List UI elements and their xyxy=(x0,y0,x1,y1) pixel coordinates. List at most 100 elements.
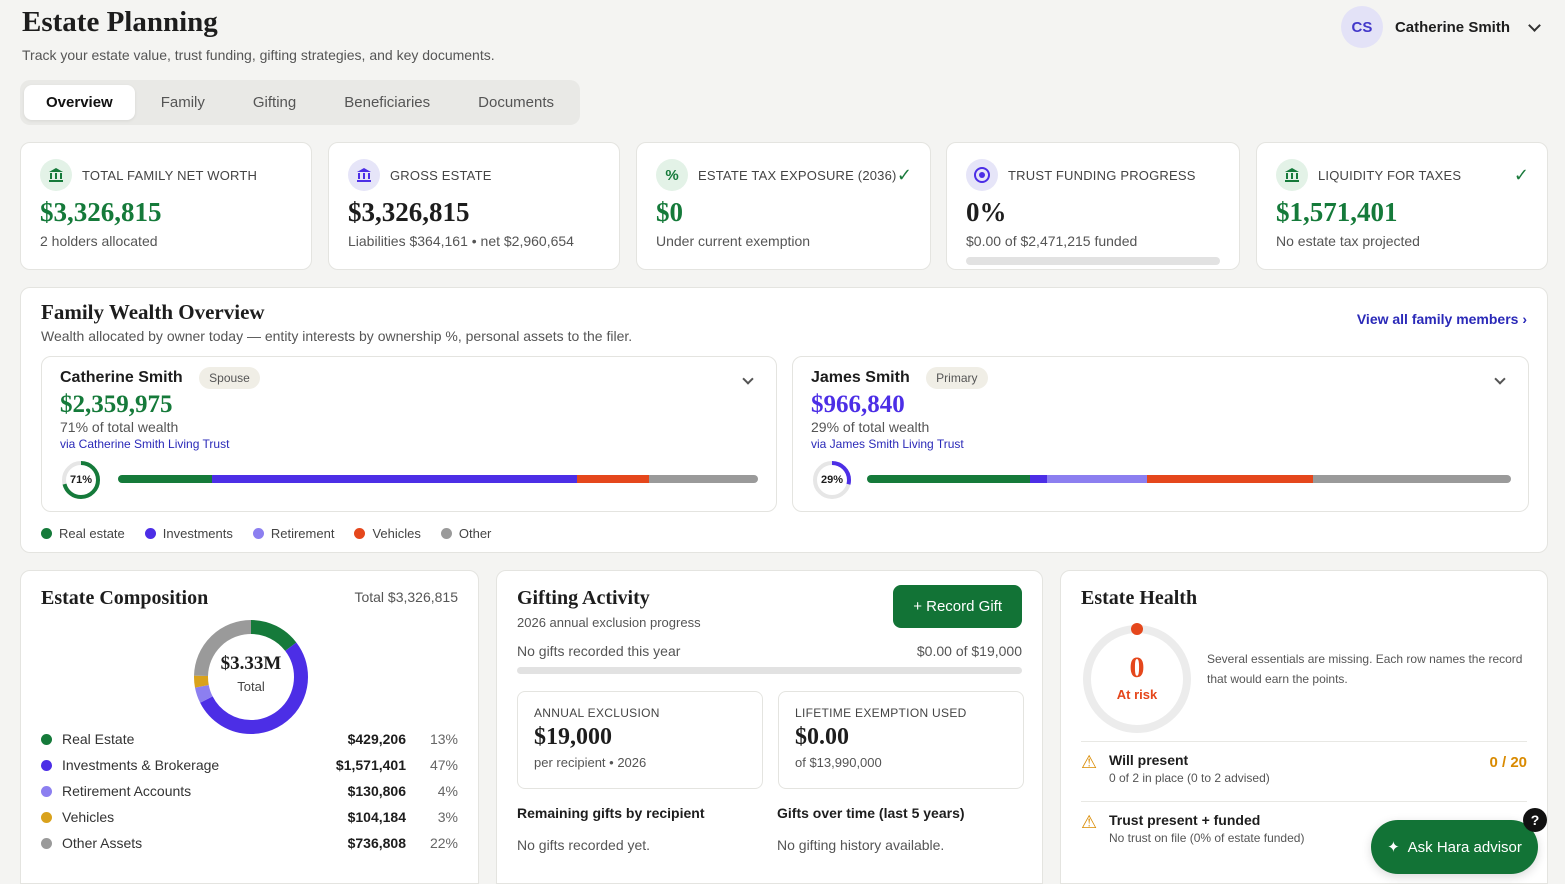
sparkle-icon: ✦ xyxy=(1387,839,1400,856)
composition-row: Vehicles $104,184 3% xyxy=(41,805,458,829)
bank-icon xyxy=(1276,159,1308,191)
section-subtitle: 2026 annual exclusion progress xyxy=(517,615,701,630)
kpi-card-tax-exposure: % ESTATE TAX EXPOSURE (2036) ✓ $0 Under … xyxy=(636,142,931,270)
check-icon: ✓ xyxy=(896,165,912,185)
kpi-label: TOTAL FAMILY NET WORTH xyxy=(82,167,258,183)
kpi-value: $3,326,815 xyxy=(40,197,162,227)
kpi-card-trust-funding: TRUST FUNDING PROGRESS 0% $0.00 of $2,47… xyxy=(946,142,1240,270)
user-name[interactable]: Catherine Smith xyxy=(1394,18,1510,36)
kpi-note: Under current exemption xyxy=(656,233,811,249)
user-menu[interactable]: CS Catherine Smith xyxy=(1340,6,1547,48)
allocation-segment xyxy=(649,475,758,483)
family-wealth-card: Family Wealth Overview Wealth allocated … xyxy=(20,287,1548,553)
gifting-status: No gifts recorded this year xyxy=(517,643,681,659)
section-subtitle: Wealth allocated by owner today — entity… xyxy=(41,328,633,344)
tab-beneficiaries[interactable]: Beneficiaries xyxy=(344,94,431,111)
member-badge: Spouse xyxy=(199,367,260,389)
kpi-label: TRUST FUNDING PROGRESS xyxy=(1008,167,1196,183)
lifetime-exemption-card: LIFETIME EXEMPTION USED $0.00 of $13,990… xyxy=(778,691,1024,789)
ask-advisor-label: Ask Hara advisor xyxy=(1407,838,1522,856)
gift-history-title: Gifts over time (last 5 years) xyxy=(777,805,965,821)
member-trust-link[interactable]: via James Smith Living Trust xyxy=(811,437,964,451)
composition-row: Real Estate $429,206 13% xyxy=(41,727,458,751)
page-title: Estate Planning xyxy=(22,6,218,38)
estate-composition-card: Estate Composition Total $3,326,815 $3.3… xyxy=(20,570,479,884)
record-gift-button[interactable]: + Record Gift xyxy=(893,585,1022,628)
gift-history-note: No gifting history available. xyxy=(777,837,945,853)
kpi-value: $1,571,401 xyxy=(1276,197,1398,227)
kpi-note: $0.00 of $2,471,215 funded xyxy=(966,233,1138,249)
donut-slice xyxy=(194,620,308,734)
page-subtitle: Track your estate value, trust funding, … xyxy=(22,47,495,63)
gifting-progress-bar xyxy=(517,667,1022,674)
health-description: Several essentials are missing. Each row… xyxy=(1207,652,1523,686)
bank-icon xyxy=(348,159,380,191)
legend-item: Real estate xyxy=(41,526,125,541)
mini-label: LIFETIME EXEMPTION USED xyxy=(795,706,967,720)
chevron-down-icon[interactable] xyxy=(742,373,754,385)
tab-documents[interactable]: Documents xyxy=(478,94,555,111)
view-all-family-link[interactable]: View all family members › xyxy=(1356,311,1527,327)
mini-label: ANNUAL EXCLUSION xyxy=(534,706,660,720)
mini-note: of $13,990,000 xyxy=(795,755,882,770)
section-title: Family Wealth Overview xyxy=(41,300,265,324)
member-value: $966,840 xyxy=(811,391,905,418)
member-value: $2,359,975 xyxy=(60,391,173,418)
member-name: James Smith xyxy=(811,369,910,386)
allocation-segment xyxy=(212,475,577,483)
legend-dot xyxy=(41,785,52,797)
allocation-segment xyxy=(1047,475,1148,483)
ring-fill xyxy=(813,461,851,499)
tab-gifting[interactable]: Gifting xyxy=(252,94,297,111)
health-check-row[interactable]: ⚠ Trust present + funded No trust on fil… xyxy=(1081,801,1527,859)
allocation-segment xyxy=(1147,475,1314,483)
health-check-detail: 0 of 2 in place (0 to 2 advised) xyxy=(1109,771,1270,785)
kpi-card-liquidity: LIQUIDITY FOR TAXES ✓ $1,571,401 No esta… xyxy=(1256,142,1548,270)
health-check-detail: No trust on file (0% of estate funded) xyxy=(1109,831,1305,845)
member-share-ring xyxy=(62,461,100,499)
ring-label: 29% xyxy=(820,474,844,486)
legend-dot xyxy=(41,811,52,823)
help-icon[interactable]: ? xyxy=(1523,808,1547,832)
gifting-amount: $0.00 of $19,000 xyxy=(916,643,1022,659)
member-trust-link[interactable]: via Catherine Smith Living Trust xyxy=(60,437,230,451)
ring-label: 71% xyxy=(69,474,93,486)
allocation-segment xyxy=(867,475,1030,483)
health-status: At risk xyxy=(1116,687,1158,702)
family-member-card[interactable]: Catherine Smith Spouse $2,359,975 71% of… xyxy=(41,356,777,512)
tab-overview[interactable]: Overview xyxy=(24,85,135,120)
donut-slice xyxy=(194,620,308,734)
remaining-gifts-note: No gifts recorded yet. xyxy=(517,837,651,853)
kpi-card-gross-estate: GROSS ESTATE $3,326,815 Liabilities $364… xyxy=(328,142,620,270)
kpi-value: $3,326,815 xyxy=(348,197,470,227)
chevron-down-icon[interactable] xyxy=(1528,18,1541,32)
health-check-score: 0 / 20 xyxy=(1489,754,1527,771)
bank-icon xyxy=(40,159,72,191)
ring-fill xyxy=(62,461,100,499)
tab-family[interactable]: Family xyxy=(160,94,205,111)
kpi-note: Liabilities $364,161 • net $2,960,654 xyxy=(348,233,574,249)
warning-icon: ⚠ xyxy=(1081,812,1098,832)
member-share: 71% of total wealth xyxy=(60,419,179,435)
legend-dot xyxy=(41,759,52,771)
allocation-segment xyxy=(576,475,650,483)
allocation-bar xyxy=(867,475,1511,483)
section-title: Gifting Activity xyxy=(517,587,650,609)
composition-donut xyxy=(194,620,308,734)
allocation-segment xyxy=(118,475,213,483)
family-member-card[interactable]: James Smith Primary $966,840 29% of tota… xyxy=(792,356,1529,512)
remaining-gifts-title: Remaining gifts by recipient xyxy=(517,805,705,821)
member-badge: Primary xyxy=(926,367,988,389)
chevron-down-icon[interactable] xyxy=(1494,373,1506,385)
gifting-activity-card: Gifting Activity 2026 annual exclusion p… xyxy=(496,570,1043,884)
legend-item: Other xyxy=(440,526,491,541)
composition-row: Investments & Brokerage $1,571,401 47% xyxy=(41,753,458,777)
target-icon xyxy=(966,159,998,191)
trust-funding-progress-bar xyxy=(966,257,1220,265)
health-check-row[interactable]: ⚠ Will present 0 of 2 in place (0 to 2 a… xyxy=(1081,741,1527,799)
legend-item: Investments xyxy=(144,526,233,541)
mini-value: $19,000 xyxy=(534,724,612,750)
ask-advisor-button[interactable]: ✦ Ask Hara advisor xyxy=(1371,820,1538,874)
avatar[interactable]: CS xyxy=(1340,6,1383,48)
mini-value: $0.00 xyxy=(795,724,849,750)
